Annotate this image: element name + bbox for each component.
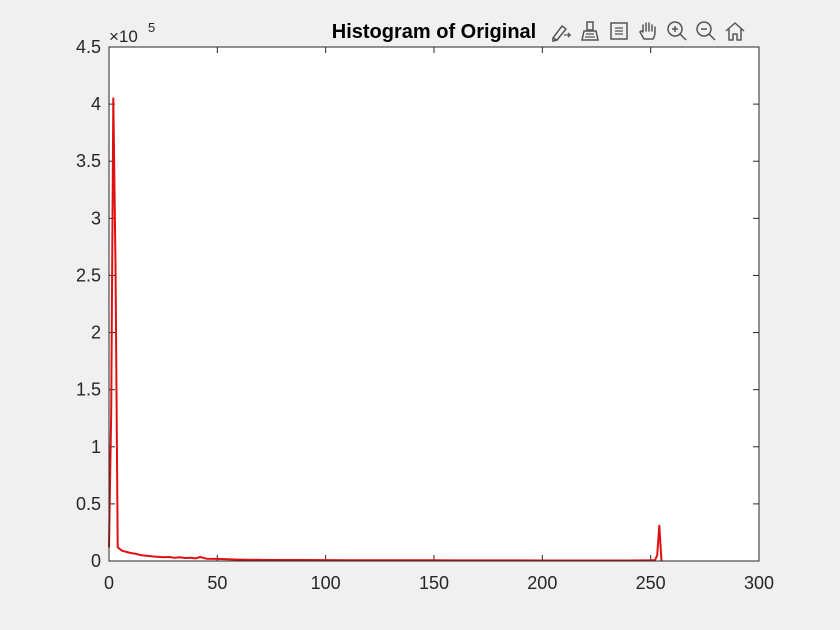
y-tick-label: 2	[91, 323, 101, 343]
y-tick-label: 0.5	[76, 494, 101, 514]
edit-plot-icon	[551, 24, 572, 42]
y-exponent-base: ×10	[109, 27, 138, 46]
x-tick-label: 100	[311, 573, 341, 593]
y-tick-label: 3	[91, 208, 101, 228]
axis-ticks: 0 50 100 150 200 250 300 0 0.5 1 1.5 2 2.5 3 3.5 4 4.5	[76, 37, 774, 593]
x-tick-label: 50	[207, 573, 227, 593]
brush-button[interactable]	[577, 18, 603, 44]
y-tick-label: 3.5	[76, 151, 101, 171]
y-tick-label: 4.5	[76, 37, 101, 57]
home-button[interactable]	[722, 18, 748, 44]
zoom-out-icon	[696, 21, 716, 41]
x-tick-label: 200	[527, 573, 557, 593]
y-exponent-power: 5	[148, 20, 155, 35]
x-tick-label: 150	[419, 573, 449, 593]
brush-icon	[581, 21, 599, 41]
x-tick-label: 300	[744, 573, 774, 593]
zoom-in-icon	[667, 21, 687, 41]
y-axis-exponent: ×10 5	[109, 20, 155, 46]
x-tick-label: 250	[636, 573, 666, 593]
zoom-in-button[interactable]	[664, 18, 690, 44]
y-tick-label: 1.5	[76, 380, 101, 400]
zoom-out-button[interactable]	[693, 18, 719, 44]
pan-button[interactable]	[635, 18, 661, 44]
y-tick-label: 4	[91, 94, 101, 114]
axes-box	[108, 46, 760, 562]
edit-plot-button[interactable]	[548, 18, 574, 44]
chart-title: Histogram of Original	[332, 21, 536, 43]
axes-toolbar	[548, 16, 748, 46]
pan-hand-icon	[639, 22, 656, 40]
y-tick-label: 0	[91, 551, 101, 571]
data-tips-button[interactable]	[606, 18, 632, 44]
y-tick-label: 2.5	[76, 265, 101, 285]
plot-area	[109, 47, 759, 561]
home-icon	[725, 22, 745, 41]
x-tick-label: 0	[104, 573, 114, 593]
data-tips-icon	[610, 22, 628, 40]
y-tick-label: 1	[91, 437, 101, 457]
